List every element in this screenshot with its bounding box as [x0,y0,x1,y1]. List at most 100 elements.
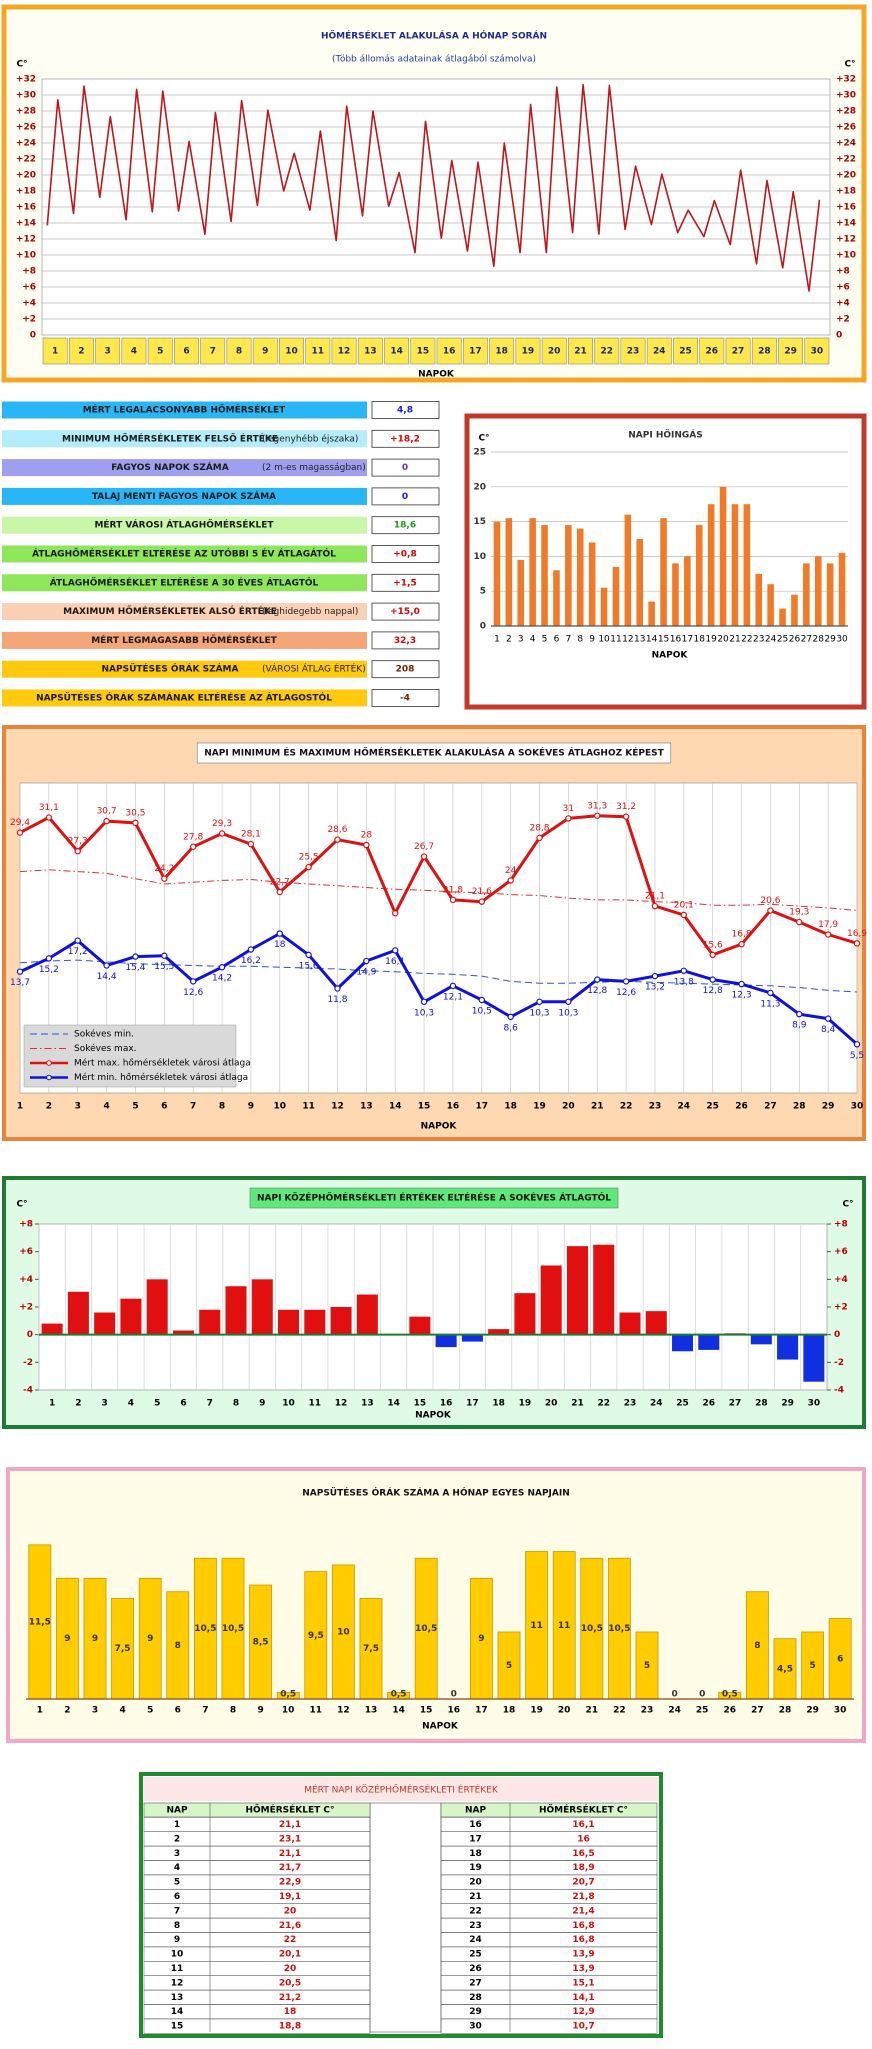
legend-label: Mért max. hőmérsékletek városi átlaga [74,1058,251,1069]
bar [94,1312,116,1335]
x-tick-label: 29 [806,1706,819,1716]
x-tick-label: 18 [504,1102,517,1112]
stat-label: MÉRT LEGMAGASABB HŐMÉRSÉKLET [91,634,277,646]
stat-value: +0,8 [393,550,416,560]
x-tick-label: 18 [503,1706,516,1716]
bar [565,525,572,626]
point-marker [16,968,24,975]
data-label: 9 [478,1634,484,1644]
stat-note: (legenyhébb éjszaka) [262,433,358,444]
data-label: 15,5 [154,962,174,972]
x-tick-label: 17 [682,635,693,645]
temperature-cell: 10,7 [572,2022,594,2032]
y-tick-label: +18 [16,187,36,197]
x-tick-label: 12 [622,635,633,645]
day-cell [384,337,410,365]
x-tick-label: 3 [75,1102,81,1112]
stat-label: ÁTLAGHŐMÉRSÉKLET ELTÉRÉSE AZ UTÓBBI 5 ÉV… [32,548,336,560]
x-tick-label: 18 [495,347,508,357]
bar [672,1334,694,1352]
y-tick-label: +16 [836,203,856,213]
data-label: 0 [671,1690,677,1700]
day-cell [462,337,488,365]
day-cell [725,337,751,365]
y-tick-label: +20 [16,171,36,181]
data-label: 15,2 [39,965,59,975]
x-tick-label: 11 [312,347,325,357]
bar [435,1334,457,1348]
x-tick-label: 25 [679,347,692,357]
data-label: 15,4 [125,963,145,973]
x-tick-label: 25 [777,635,788,645]
x-tick-label: 1 [17,1102,23,1112]
x-tick-label: 28 [813,635,825,645]
x-tick-label: 22 [620,1102,633,1112]
x-tick-label: 30 [808,1399,821,1409]
x-tick-label: 12 [337,1706,350,1716]
y-tick-label: +2 [19,1303,33,1313]
x-tick-label: 15 [414,1399,427,1409]
bar [612,566,620,626]
point-marker [738,941,745,948]
x-tick-label: 16 [443,347,456,357]
day-cell [68,337,94,365]
y-tick-label: +32 [836,75,856,85]
day-cell [121,337,147,365]
day-cell [568,337,593,365]
stat-label: FAGYOS NAPOK SZÁMA [111,461,229,473]
data-label: 31,3 [587,801,607,811]
x-tick-label: 9 [262,347,268,357]
day-cell: 11 [171,1964,184,1974]
day-cell [226,337,252,365]
stat-label-box [2,545,367,563]
x-tick-label: 15 [418,1102,431,1112]
y-tick-label: 20 [473,482,486,492]
y-unit: C° [478,434,489,444]
point-marker [363,957,370,965]
x-tick-label: 1 [49,1399,55,1409]
bar [120,1298,142,1335]
x-axis-label: NAPOK [422,1722,459,1732]
bar [356,1294,378,1335]
x-tick-label: 7 [207,1399,213,1409]
data-label: 19,3 [789,908,809,918]
temperature-cell: 18 [284,2007,297,2017]
point-marker [594,812,601,819]
point-marker [189,978,197,985]
data-label: 29,4 [10,818,30,828]
y-tick-label: +6 [19,1247,33,1257]
data-label: 21,8 [443,885,463,895]
data-label: 13,2 [645,983,665,993]
x-tick-label: 23 [641,1706,654,1716]
data-label: 16,8 [732,930,752,940]
x-tick-label: 20 [562,1102,575,1112]
table-gap [369,1802,442,2033]
day-cell [751,337,777,365]
day-cell [646,337,672,365]
point-marker [392,947,399,954]
data-label: 11,8 [327,995,347,1005]
data-label: 31,2 [616,802,636,812]
day-cell: 22 [469,1906,482,1916]
x-tick-label: 30 [851,1102,864,1112]
data-label: 5 [809,1661,815,1671]
temperature-cell: 21,1 [279,1820,301,1830]
point-marker [478,898,485,905]
day-cell: 30 [469,2022,482,2032]
x-tick-label: 30 [811,347,824,357]
temperature-cell: 23,1 [279,1834,301,1844]
data-label: 28,6 [327,825,347,835]
data-label: 9 [64,1634,70,1644]
chart-subtitle: (Több állomás adatainak átlagából számol… [332,54,536,65]
x-tick-label: 12 [338,347,351,357]
x-tick-label: 16 [670,635,682,645]
data-label: 8,9 [792,1021,807,1031]
data-label: 28,1 [241,830,261,840]
stat-label-box [2,430,367,448]
data-label: 5 [644,1661,650,1671]
day-cell: 6 [174,1892,180,1902]
y-tick-label: 0 [836,331,842,341]
temperature-cell: 16,8 [572,1921,594,1931]
point-marker [738,980,745,988]
bar [619,1312,641,1335]
